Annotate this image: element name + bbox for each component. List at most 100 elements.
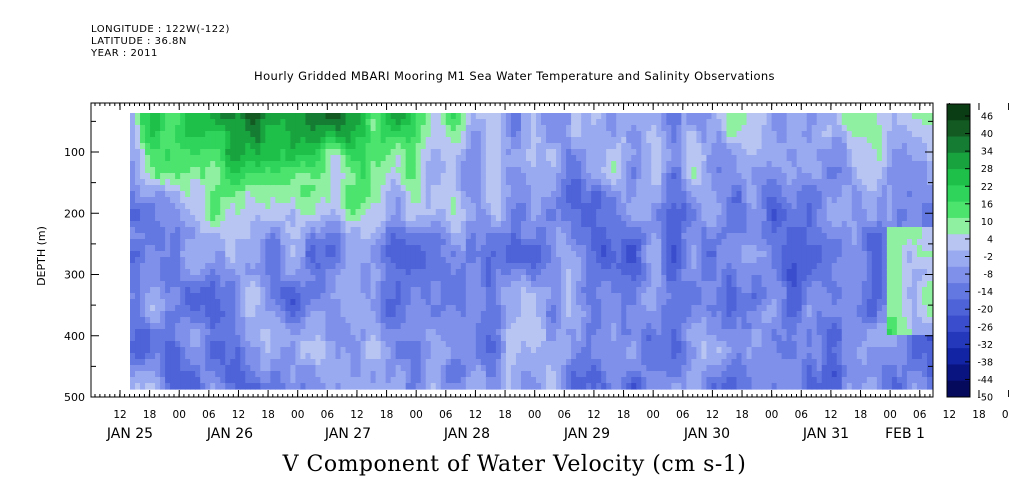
heat-cell	[235, 173, 241, 180]
heat-cell	[656, 185, 662, 192]
heat-cell	[310, 269, 317, 276]
heat-cell	[280, 299, 286, 306]
heat-cell	[546, 299, 552, 306]
heat-cell	[651, 161, 657, 168]
heat-cell	[606, 131, 612, 138]
heat-cell	[515, 377, 522, 384]
heat-cell	[450, 113, 457, 120]
heat-cell	[360, 299, 367, 306]
heat-cell	[370, 185, 377, 192]
heat-cell	[285, 209, 291, 216]
heat-cell	[155, 317, 161, 324]
heat-cell	[541, 239, 547, 246]
heat-cell	[631, 245, 637, 252]
heat-cell	[245, 293, 251, 300]
heat-cell	[470, 377, 477, 384]
heat-cell	[541, 149, 547, 156]
heat-cell	[631, 341, 637, 348]
heat-cell	[651, 155, 657, 162]
heat-cell	[395, 179, 402, 186]
heat-cell	[465, 293, 472, 300]
heat-cell	[616, 197, 622, 204]
heat-cell	[135, 287, 141, 294]
heat-cell	[215, 269, 221, 276]
heat-cell	[330, 167, 337, 174]
heat-cell	[165, 347, 171, 354]
heat-cell	[475, 155, 482, 162]
heat-cell	[551, 329, 557, 336]
heat-cell	[385, 125, 392, 132]
heat-cell	[405, 371, 412, 378]
heat-cell	[586, 209, 592, 216]
heat-cell	[641, 347, 647, 354]
heat-cell	[225, 317, 231, 324]
heat-cell	[490, 245, 497, 252]
heat-cell	[325, 239, 332, 246]
heat-cell	[566, 281, 572, 288]
heat-cell	[591, 215, 597, 222]
heat-cell	[290, 305, 297, 312]
heat-cell	[591, 161, 597, 168]
heat-cell	[551, 239, 557, 246]
heat-cell	[561, 131, 567, 138]
heat-cell	[611, 383, 617, 390]
heat-cell	[510, 221, 517, 228]
heat-cell	[215, 323, 221, 330]
heat-cell	[440, 323, 447, 330]
heat-cell	[270, 173, 276, 180]
heat-cell	[365, 191, 372, 198]
heat-cell	[536, 191, 542, 198]
heat-cell	[470, 179, 477, 186]
heat-cell	[300, 275, 307, 282]
heat-cell	[475, 227, 482, 234]
heat-cell	[631, 329, 637, 336]
heat-cell	[220, 263, 226, 270]
heat-cell	[175, 119, 181, 126]
heat-cell	[275, 329, 281, 336]
heat-cell	[536, 227, 542, 234]
heat-cell	[360, 383, 367, 390]
heat-cell	[546, 143, 552, 150]
heat-cell	[485, 305, 492, 312]
heat-cell	[265, 233, 271, 240]
heat-cell	[631, 167, 637, 174]
heat-cell	[525, 161, 532, 168]
heat-cell	[155, 311, 161, 318]
heat-cell	[656, 143, 662, 150]
heat-cell	[455, 227, 462, 234]
heat-cell	[400, 329, 407, 336]
heat-cell	[345, 143, 352, 150]
heat-cell	[480, 329, 487, 336]
heat-cell	[300, 173, 307, 180]
heat-cell	[556, 161, 562, 168]
heat-cell	[566, 359, 572, 366]
heat-cell	[160, 227, 166, 234]
heat-cell	[235, 275, 241, 282]
heat-cell	[666, 119, 672, 126]
heat-cell	[420, 113, 427, 120]
heat-cell	[380, 143, 387, 150]
heat-cell	[245, 335, 251, 342]
heat-cell	[275, 251, 281, 258]
heat-cell	[250, 203, 256, 210]
heat-cell	[475, 131, 482, 138]
heat-cell	[470, 317, 477, 324]
heat-cell	[260, 137, 266, 144]
heat-cell	[591, 341, 597, 348]
heat-cell	[561, 119, 567, 126]
heat-cell	[551, 245, 557, 252]
heat-cell	[415, 371, 422, 378]
heat-cell	[300, 317, 307, 324]
heat-cell	[500, 239, 507, 246]
heat-cell	[480, 179, 487, 186]
heat-cell	[485, 113, 492, 120]
heat-cell	[215, 119, 221, 126]
heat-cell	[340, 383, 347, 390]
heat-cell	[435, 137, 442, 144]
heat-cell	[200, 275, 206, 282]
heat-cell	[290, 359, 297, 366]
heat-cell	[215, 293, 221, 300]
heat-cell	[285, 377, 291, 384]
heat-cell	[465, 359, 472, 366]
heat-cell	[240, 335, 246, 342]
